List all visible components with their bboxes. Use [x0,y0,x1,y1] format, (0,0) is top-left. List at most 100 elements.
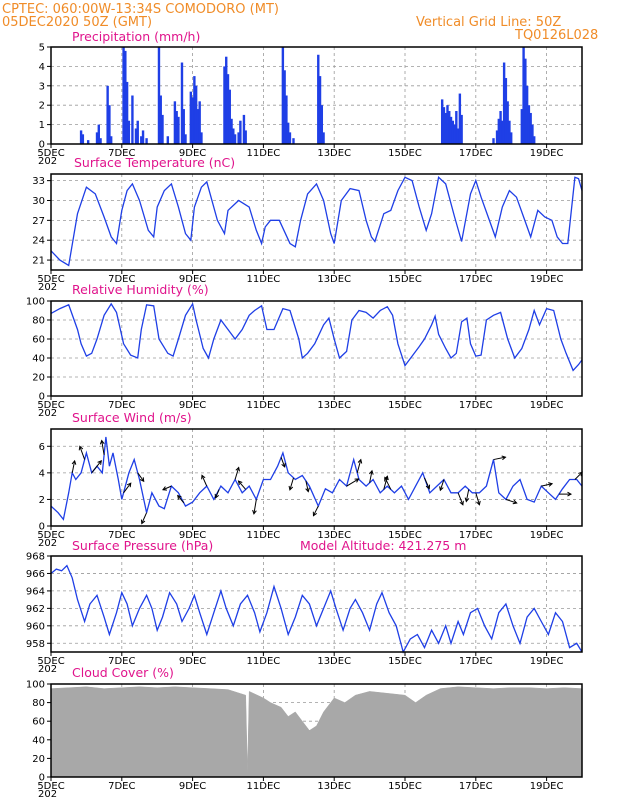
wind-arrow-head [252,509,257,515]
wind-arrow [215,489,220,499]
panel-6: 0 20 40 60 80 100 5DEC 7DEC 9DEC 11DEC 13DEC 15DEC 1… [26,665,583,800]
panel-title: Surface Temperature (nC) [74,155,235,170]
precip-bar [525,85,529,144]
x-year-label: 202 [38,664,57,675]
precip-bar [460,114,463,144]
y-tick-label: 6 [39,442,45,453]
precip-bar [97,124,100,144]
y-tick-label: 968 [26,552,45,563]
precip-bar [292,138,295,144]
y-tick-label: 960 [26,621,45,632]
precip-bar [198,101,201,144]
wind-arrow [79,446,86,460]
wind-arrow-head [357,458,363,464]
x-tick-label: 19DEC [530,656,564,667]
precip-bar [322,132,325,144]
x-tick-label: 9DEC [179,781,206,792]
y-tick-label: 2 [39,495,45,506]
precip-bar [140,136,143,144]
x-tick-label: 17DEC [459,400,493,411]
x-tick-label: 13DEC [317,530,351,541]
precip-bar [177,116,180,144]
precip-bar [223,66,226,144]
wind-arrow-head [512,499,518,505]
series-line [50,436,583,521]
wind-arrow [101,440,105,455]
wind-arrow [305,480,309,492]
x-tick-label: 19DEC [530,274,564,285]
precip-bar [175,111,178,144]
wind-arrow-head [214,493,220,499]
wind-arrow-head [464,497,470,503]
wind-arrow [369,470,373,483]
precip-bar [533,136,536,144]
precip-bar [228,89,231,144]
panel-1: 0 1 2 3 4 5 5DEC 7DEC 9DEC 11DEC 13DEC 15DEC 17DEC 19… [37,29,583,167]
wind-arrow-head [237,480,243,486]
precip-bar [446,105,449,144]
x-year-label: 202 [38,789,57,800]
wind-arrow-head [162,486,167,491]
x-tick-label: 9DEC [179,400,206,411]
x-tick-label: 5DEC [37,781,64,792]
precip-bar [453,124,456,144]
wind-arrow [91,460,102,474]
x-tick-label: 5DEC [37,148,64,159]
y-tick-label: 0 [39,140,45,151]
y-tick-label: 4 [39,62,45,73]
wind-arrow [313,505,319,516]
x-tick-label: 9DEC [179,148,206,159]
precip-bar [318,76,322,144]
x-tick-label: 11DEC [247,530,281,541]
x-tick-label: 13DEC [317,400,351,411]
wind-arrow-head [99,439,105,445]
x-tick-label: 5DEC [37,274,64,285]
y-tick-label: 964 [26,586,45,597]
wind-arrow [541,483,553,487]
panel-frame [50,300,583,397]
precip-bar [456,128,460,144]
y-tick-label: 100 [26,680,45,691]
y-tick-label: 958 [26,639,45,650]
x-tick-label: 5DEC [37,400,64,411]
wind-arrow-head [288,485,294,491]
series-line [50,176,583,267]
precip-bar [122,47,125,144]
x-tick-label: 11DEC [247,148,281,159]
wind-arrow [384,477,392,490]
x-tick-label: 7DEC [108,656,135,667]
series-line [50,564,583,654]
x-tick-label: 13DEC [317,274,351,285]
wind-arrow [162,485,172,491]
precip-bar [79,130,83,144]
precip-bar [320,105,324,144]
precip-bar [442,107,446,144]
precip-bar [281,47,285,144]
panel-title: Surface Pressure (hPa) [72,538,213,553]
x-tick-label: 11DEC [247,274,281,285]
x-tick-label: 9DEC [179,656,206,667]
precip-bar [194,85,198,144]
wind-arrow [141,512,148,524]
x-tick-label: 7DEC [108,400,135,411]
x-tick-label: 7DEC [108,148,135,159]
wind-arrow [280,457,286,468]
wind-arrow-head [501,455,507,461]
wind-arrow-head [140,519,146,525]
panel-4: 0 2 4 6 5DEC 7DEC 9DEC 11DEC 13DEC 15DEC 17DEC 19DE… [37,410,583,549]
precip-bar [492,138,495,144]
precip-bar [242,114,246,144]
x-tick-label: 17DEC [459,781,493,792]
x-tick-label: 15DEC [388,274,422,285]
wind-arrow [201,475,208,487]
panel-2: 21 24 27 30 33 5DEC 7DEC 9DEC 11DEC 13DEC 15DEC 17D… [32,155,583,293]
wind-arrow-head [201,474,206,480]
precip-bar [233,134,237,144]
panel-frame [50,46,583,145]
x-tick-label: 7DEC [108,530,135,541]
precip-bar [99,138,102,144]
precip-bar [196,109,200,144]
y-tick-label: 4 [39,468,45,479]
precip-bar [531,124,534,144]
x-tick-label: 13DEC [317,148,351,159]
